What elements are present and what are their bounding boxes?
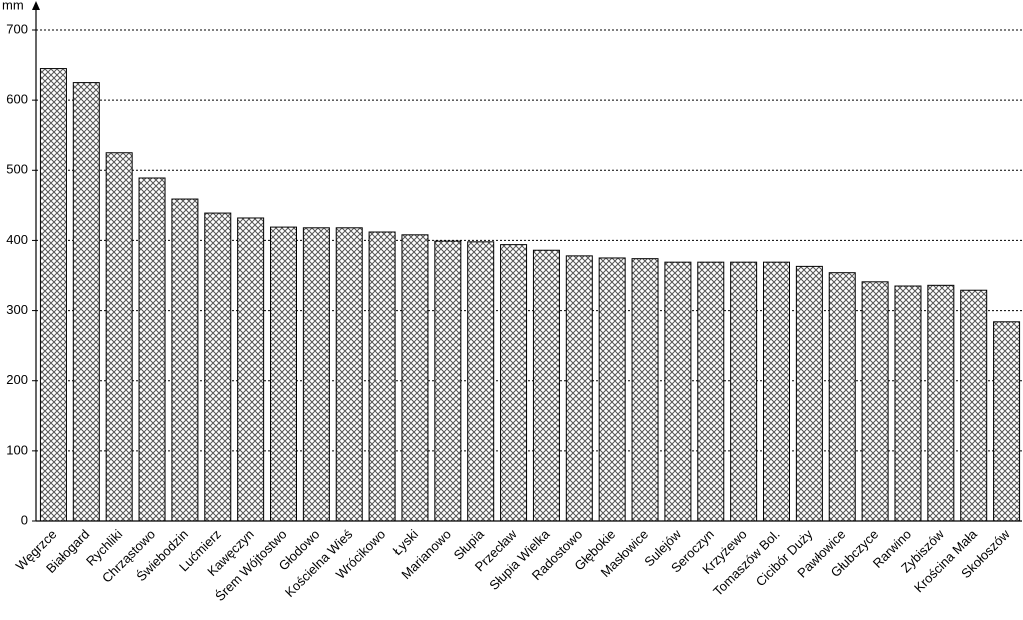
bar: [72, 82, 100, 522]
bar: [270, 226, 297, 522]
bar: [631, 258, 659, 522]
y-tick-label: 400: [6, 232, 28, 247]
bar: [730, 261, 758, 522]
bar: [105, 152, 133, 522]
y-axis-label: mm: [2, 0, 24, 12]
bar: [500, 244, 528, 522]
y-tick-label: 100: [6, 442, 28, 457]
bar: [532, 249, 560, 522]
bar: [204, 212, 232, 522]
bar: [795, 265, 823, 522]
bar: [434, 240, 462, 522]
bar: [697, 261, 725, 522]
bar: [171, 198, 199, 522]
bar: [138, 177, 166, 522]
bar: [763, 261, 790, 522]
bar: [861, 281, 889, 522]
y-tick-label: 300: [6, 302, 28, 317]
bar: [828, 272, 856, 522]
y-tick-label: 700: [6, 21, 28, 36]
bar: [302, 227, 330, 522]
bar: [960, 289, 988, 522]
bar: [993, 321, 1021, 522]
bar: [39, 68, 67, 522]
bar: [664, 261, 692, 522]
bar: [467, 241, 495, 522]
bar: [894, 285, 922, 522]
bar: [237, 217, 265, 522]
y-tick-label: 0: [21, 512, 28, 527]
bar: [927, 284, 955, 522]
y-tick-label: 600: [6, 92, 28, 107]
y-tick-label: 200: [6, 372, 28, 387]
bar: [565, 255, 593, 522]
bar: [335, 227, 363, 522]
bar: [598, 257, 626, 522]
bar: [401, 234, 429, 522]
y-axis-arrow: [32, 1, 40, 10]
y-tick-label: 500: [6, 162, 28, 177]
bar: [368, 231, 396, 522]
